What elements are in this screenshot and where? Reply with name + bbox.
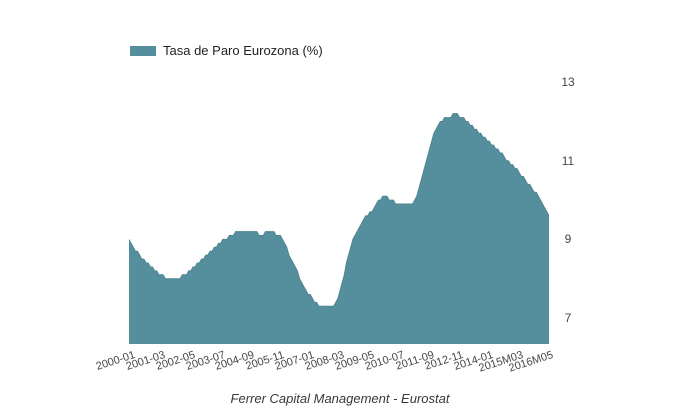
legend-label: Tasa de Paro Eurozona (%) <box>163 43 323 58</box>
unemployment-area-edge <box>128 113 550 307</box>
unemployment-area-series[interactable] <box>129 113 549 344</box>
y-tick-label: 9 <box>564 232 572 247</box>
source-caption: Ferrer Capital Management - Eurostat <box>230 391 450 406</box>
y-tick-label: 11 <box>561 153 575 168</box>
area-chart-svg[interactable] <box>128 70 550 344</box>
plot-area[interactable] <box>128 70 550 344</box>
legend-swatch <box>130 46 156 56</box>
y-tick-label: 7 <box>564 311 572 326</box>
legend-item-tasa-de-paro[interactable]: Tasa de Paro Eurozona (%) <box>130 44 323 58</box>
y-tick-label: 13 <box>561 75 575 90</box>
